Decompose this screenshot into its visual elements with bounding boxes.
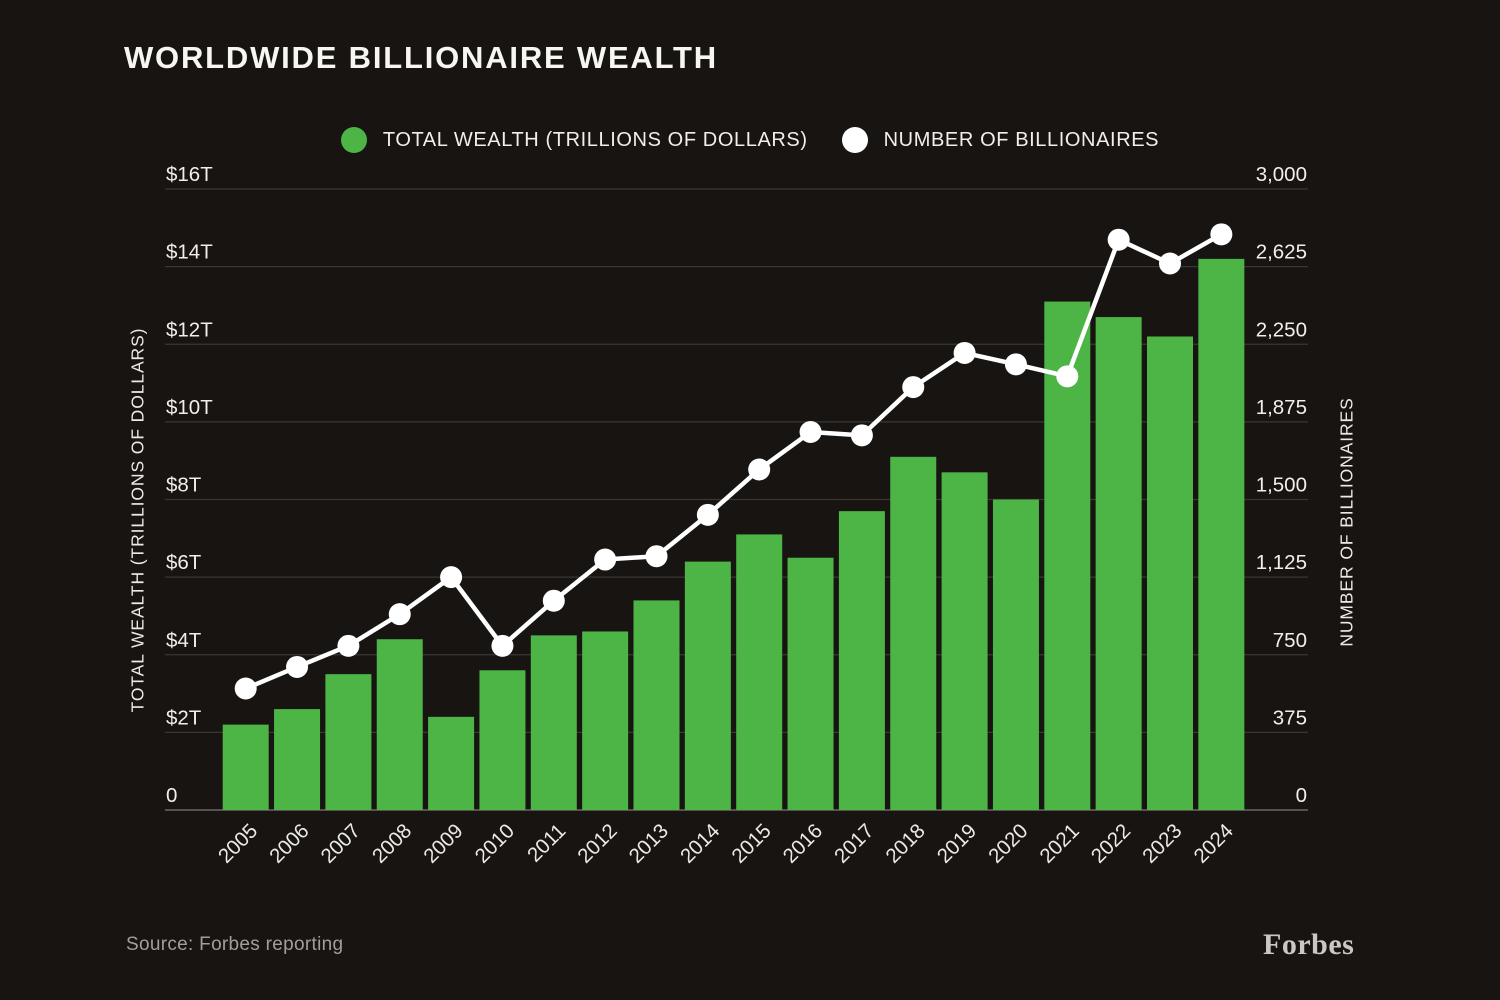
x-tick-label: 2010 <box>470 819 519 868</box>
left-y-tick-label: 0 <box>166 784 177 807</box>
x-tick-label: 2016 <box>779 819 828 868</box>
bar-2024 <box>1198 258 1245 810</box>
x-tick-label: 2015 <box>727 819 776 868</box>
right-y-tick-label: 1,125 <box>1256 551 1307 574</box>
bar-2012 <box>582 631 629 810</box>
legend-item-billionaires: NUMBER OF BILLIONAIRES <box>841 127 1160 153</box>
bar-2022 <box>1095 317 1142 810</box>
x-tick-label: 2008 <box>368 819 417 868</box>
bar-2006 <box>274 709 321 810</box>
total-wealth-swatch-icon <box>340 127 367 153</box>
line-point-2011 <box>542 589 565 612</box>
line-point-2008 <box>388 603 411 626</box>
left-y-tick-label: $6T <box>166 551 202 574</box>
line-point-2007 <box>337 634 360 657</box>
legend-label-billionaires: NUMBER OF BILLIONAIRES <box>883 128 1160 151</box>
line-point-2009 <box>440 566 463 589</box>
billionaires-swatch-icon <box>841 127 868 153</box>
line-point-2014 <box>696 503 719 526</box>
right-y-tick-label: 750 <box>1273 629 1307 652</box>
x-tick-label: 2005 <box>214 819 263 868</box>
bar-2005 <box>222 724 269 810</box>
left-y-tick-label: $14T <box>166 241 213 264</box>
line-point-2022 <box>1107 228 1130 251</box>
bar-2023 <box>1147 336 1193 810</box>
left-y-tick-label: $8T <box>166 474 202 497</box>
left-y-tick-label: $10T <box>166 396 213 419</box>
right-y-tick-label: 1,500 <box>1256 474 1307 497</box>
bar-2011 <box>530 635 577 810</box>
chart-legend: TOTAL WEALTH (TRILLIONS OF DOLLARS) NUMB… <box>0 127 1500 153</box>
right-y-tick-label: 2,625 <box>1256 241 1307 264</box>
line-point-2012 <box>594 548 617 571</box>
x-tick-label: 2018 <box>881 819 930 868</box>
line-point-2024 <box>1210 223 1233 246</box>
right-y-tick-label: 3,000 <box>1256 163 1307 186</box>
x-tick-label: 2006 <box>265 819 314 868</box>
x-tick-label: 2013 <box>625 819 674 868</box>
line-point-2021 <box>1056 365 1079 388</box>
x-tick-label: 2020 <box>984 819 1033 868</box>
bar-2008 <box>376 639 423 810</box>
line-point-2013 <box>645 545 668 568</box>
line-point-2010 <box>491 634 514 657</box>
left-y-tick-label: $12T <box>166 318 213 341</box>
left-y-tick-label: $4T <box>166 629 202 652</box>
bar-2017 <box>838 511 885 810</box>
x-tick-label: 2011 <box>523 819 570 866</box>
line-point-2017 <box>850 424 873 447</box>
right-y-tick-label: 0 <box>1296 784 1307 807</box>
right-y-tick-label: 375 <box>1273 706 1307 729</box>
forbes-logo: Forbes <box>1263 928 1355 961</box>
x-tick-label: 2007 <box>316 819 365 868</box>
x-tick-label: 2017 <box>830 819 879 868</box>
x-tick-label: 2012 <box>573 819 622 868</box>
left-y-tick-label: $2T <box>166 706 202 729</box>
bar-2007 <box>325 674 372 810</box>
x-tick-label: 2009 <box>419 819 468 868</box>
bar-2018 <box>890 456 937 810</box>
x-tick-label: 2023 <box>1138 819 1187 868</box>
line-point-2005 <box>234 677 257 700</box>
x-tick-label: 2014 <box>676 819 725 868</box>
line-point-2006 <box>286 655 309 678</box>
x-tick-label: 2019 <box>933 819 982 868</box>
bar-2015 <box>736 534 783 810</box>
bar-2016 <box>787 557 834 810</box>
right-y-tick-label: 2,250 <box>1256 318 1307 341</box>
line-point-2018 <box>902 376 925 399</box>
source-note: Source: Forbes reporting <box>126 934 344 955</box>
legend-label-total-wealth: TOTAL WEALTH (TRILLIONS OF DOLLARS) <box>382 128 808 151</box>
bar-2009 <box>428 716 475 810</box>
left-y-tick-label: $16T <box>166 163 213 186</box>
chart-title: WORLDWIDE BILLIONAIRE WEALTH <box>124 40 718 75</box>
line-point-2023 <box>1159 252 1181 275</box>
line-point-2020 <box>1004 353 1027 376</box>
x-tick-label: 2024 <box>1189 819 1238 868</box>
right-y-tick-label: 1,875 <box>1256 396 1307 419</box>
bar-2013 <box>633 600 680 810</box>
line-point-2019 <box>953 341 976 364</box>
line-point-2015 <box>748 458 771 481</box>
bar-2010 <box>479 670 526 810</box>
line-point-2016 <box>799 421 822 444</box>
x-tick-label: 2022 <box>1087 819 1136 868</box>
bar-2020 <box>992 499 1039 810</box>
bar-2014 <box>684 561 731 810</box>
x-tick-label: 2021 <box>1035 819 1084 868</box>
legend-item-total-wealth: TOTAL WEALTH (TRILLIONS OF DOLLARS) <box>340 127 808 153</box>
bar-2019 <box>941 472 988 810</box>
